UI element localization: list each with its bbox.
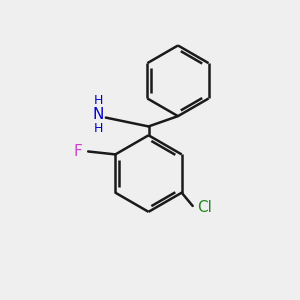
- Text: H: H: [94, 94, 103, 107]
- Text: Cl: Cl: [197, 200, 212, 215]
- Text: F: F: [74, 144, 82, 159]
- Text: N: N: [93, 107, 104, 122]
- Text: H: H: [94, 122, 103, 135]
